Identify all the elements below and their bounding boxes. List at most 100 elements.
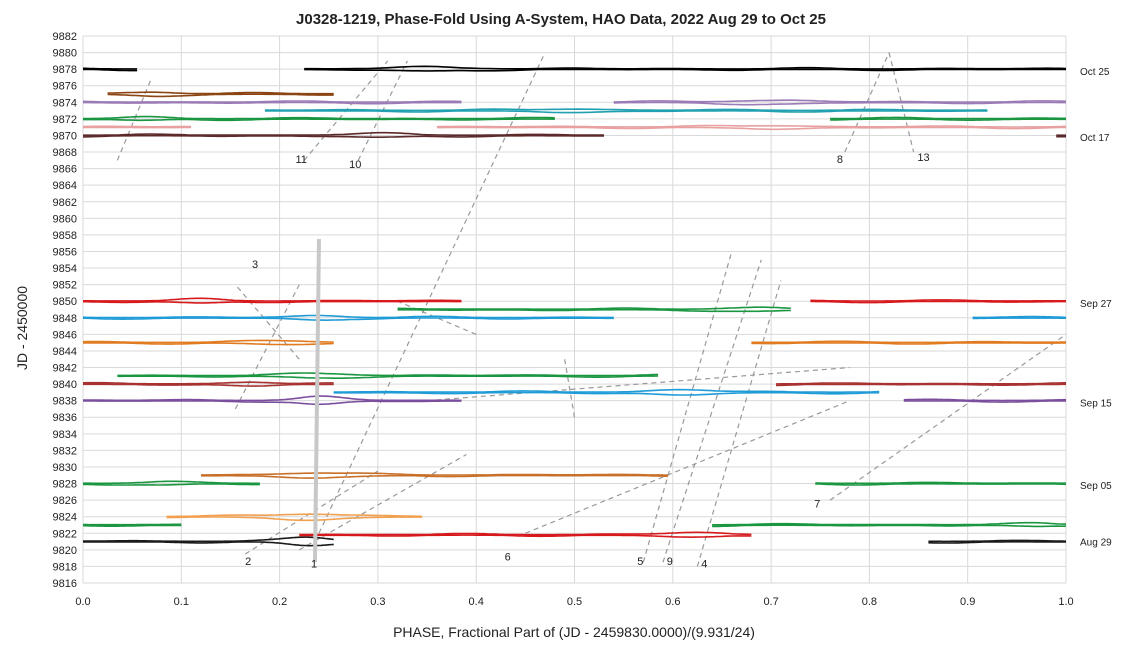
y-tick-label: 9874 [53,97,77,109]
y-tick-label: 9848 [53,313,77,325]
y-tick-label: 9856 [53,246,77,258]
trace-line [117,372,659,377]
trace-line [83,317,614,322]
annotation-label: 11 [296,154,307,166]
y-tick-label: 9866 [53,164,77,176]
trace-line [333,391,880,396]
night-trace [82,99,1067,106]
trace-line [83,342,334,346]
trace-line [928,541,1066,544]
trace-line [751,340,1066,344]
annotation-label: 13 [917,152,929,164]
trace-line [751,342,1066,345]
annotation-label: 5 [637,556,643,568]
trace-line [299,531,752,536]
y-tick-label: 9876 [53,81,77,93]
night-trace [333,388,880,396]
guide-line [525,400,850,534]
y-tick-label: 9872 [53,114,77,126]
date-label: Oct 17 [1080,133,1110,144]
y-axis-ticks: 9816 9818 9820 9822 9824 9826 9828 9830 9832 9834… [53,31,77,590]
y-tick-label: 9824 [53,512,77,524]
trace-line [82,100,462,103]
y-tick-label: 9860 [53,213,77,225]
y-tick-label: 9816 [53,578,77,590]
night-trace [82,314,1066,322]
night-trace [299,531,752,539]
y-tick-label: 9838 [53,396,77,408]
trace-line [712,524,1066,528]
trace-line [83,118,555,122]
vertical-marker [312,239,321,563]
night-trace [83,339,1066,346]
trace-line [436,124,1067,128]
trace-line [83,480,260,485]
guide-line [244,470,379,555]
trace-line [83,381,334,385]
night-traces [82,65,1067,547]
annotation-label: 10 [349,159,361,171]
trace-line [82,67,138,70]
annotation-label: 9 [667,556,673,568]
x-tick-label: 0.7 [763,596,778,608]
annotation-labels: 1 2 3 4 5 6 7 8 9 10 11 13 [245,152,930,570]
y-tick-label: 9880 [53,48,77,60]
y-axis-title: JD - 2450000 [14,286,30,370]
date-label: Sep 05 [1080,481,1112,492]
night-trace [201,472,668,479]
guide-line [696,280,782,567]
trace-line [83,536,334,543]
guide-line [564,359,576,418]
y-tick-label: 9854 [53,263,77,275]
trace-line [83,101,462,105]
night-trace [82,521,1067,528]
x-tick-label: 0.3 [370,596,385,608]
annotation-label: 3 [252,259,258,271]
y-tick-label: 9836 [53,412,77,424]
trace-line [83,541,334,547]
night-trace [117,372,659,379]
trace-line [830,116,1067,120]
date-label: Oct 25 [1080,67,1110,78]
trace-line [82,134,605,138]
trace-line [397,306,791,310]
guide-line [829,333,1067,501]
guide-line [888,52,915,153]
trace-line [82,314,614,319]
trace-line [815,483,1066,486]
guide-line [116,77,153,161]
y-tick-label: 9858 [53,230,77,242]
x-tick-label: 0.0 [75,596,90,608]
x-tick-label: 0.2 [272,596,287,608]
date-label: Aug 29 [1080,538,1112,549]
x-tick-label: 0.4 [469,596,484,608]
trace-line [83,68,138,72]
night-trace [83,381,1066,387]
trace-line [304,65,1067,70]
trace-line [299,534,752,539]
trace-line [333,388,880,393]
x-axis-title: PHASE, Fractional Part of (JD - 2459830.… [393,624,755,640]
y-tick-label: 9862 [53,197,77,209]
guide-line [662,259,762,563]
x-tick-label: 0.1 [174,596,189,608]
night-trace [82,65,1067,72]
y-tick-label: 9870 [53,130,77,142]
trace-line [83,297,462,302]
trace-line [712,521,1067,526]
trace-line [82,524,182,527]
y-tick-label: 9850 [53,296,77,308]
y-tick-label: 9820 [53,545,77,557]
y-tick-label: 9842 [53,363,77,375]
x-axis-ticks: 0.0 0.1 0.2 0.3 0.4 0.5 0.6 0.7 0.8 0.9 1.0 [75,596,1073,608]
trace-line [83,339,334,344]
y-tick-label: 9852 [53,280,77,292]
y-tick-label: 9840 [53,379,77,391]
trace-line [82,483,260,486]
trace-line [83,115,555,120]
guide-lines [116,52,1067,567]
trace-line [810,299,1066,302]
trace-line [830,118,1066,121]
trace-line [397,308,791,313]
